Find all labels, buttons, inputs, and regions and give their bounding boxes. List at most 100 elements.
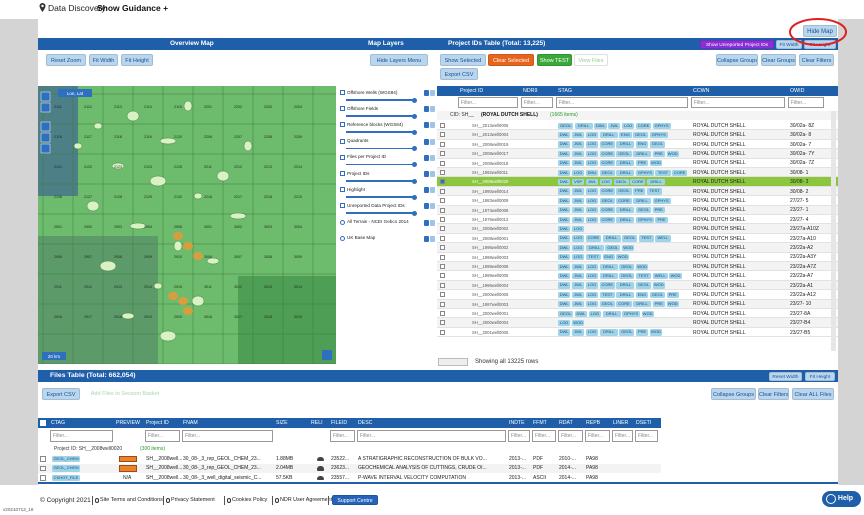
row-checkbox[interactable] (440, 179, 445, 185)
row-checkbox[interactable] (440, 320, 445, 326)
row-checkbox[interactable] (440, 292, 445, 298)
row-checkbox[interactable] (440, 123, 445, 128)
layer-icon[interactable] (424, 138, 429, 145)
slider-knob[interactable] (412, 129, 417, 135)
row-checkbox[interactable] (440, 235, 445, 241)
button[interactable]: Fit Height (121, 54, 153, 66)
layer-icon[interactable] (430, 203, 435, 210)
layer-icon[interactable] (430, 154, 435, 161)
button[interactable]: Clear Filters (758, 388, 789, 400)
button[interactable]: Clear ALL Files (792, 388, 834, 400)
button[interactable]: Show TEST (537, 54, 572, 66)
row-checkbox[interactable] (40, 465, 46, 471)
filter-input[interactable]: Filter... (508, 430, 530, 442)
button[interactable]: Reset Zoom (46, 54, 86, 66)
filter-input[interactable]: Filter... (556, 97, 688, 108)
layer-icon[interactable] (424, 171, 429, 177)
button[interactable]: Clear Selected (488, 54, 534, 66)
row-checkbox[interactable] (440, 282, 445, 288)
button[interactable]: View Files (574, 54, 608, 66)
button[interactable]: Support Centre (332, 495, 378, 505)
filter-input[interactable]: Filter... (788, 97, 824, 108)
layer-icon[interactable] (430, 138, 435, 145)
row-checkbox[interactable] (40, 475, 46, 481)
row-checkbox[interactable] (40, 456, 46, 462)
filter-input[interactable]: Filter... (50, 430, 113, 442)
filter-input[interactable]: Filter... (612, 430, 633, 442)
button[interactable]: Fit Width (776, 39, 802, 49)
layer-checkbox[interactable] (340, 187, 345, 193)
filter-input[interactable]: Filter... (145, 430, 180, 442)
button[interactable]: Fit Height (805, 371, 835, 381)
button[interactable]: Collapse Groups (711, 388, 756, 400)
button[interactable]: Reset Width (769, 371, 802, 381)
layer-checkbox[interactable] (340, 171, 345, 176)
filter-input[interactable]: Filter... (585, 430, 610, 442)
filter-input[interactable]: Filter... (691, 97, 785, 108)
button[interactable]: Hide Layers Menu (370, 54, 428, 66)
layer-icon[interactable] (430, 235, 435, 242)
layer-icon[interactable] (430, 122, 435, 129)
filter-input[interactable]: Filter... (558, 430, 583, 442)
layer-checkbox[interactable] (340, 138, 345, 144)
layer-checkbox[interactable] (340, 203, 345, 209)
slider-knob[interactable] (412, 146, 417, 152)
layer-checkbox[interactable] (340, 122, 345, 128)
download-icon[interactable] (317, 456, 324, 461)
slider-knob[interactable] (412, 178, 417, 184)
row-checkbox[interactable] (440, 141, 445, 147)
layer-icon[interactable] (424, 154, 429, 161)
filter-input[interactable]: Filter... (330, 430, 355, 442)
filter-input[interactable]: Filter... (532, 430, 556, 442)
button[interactable]: Export CSV (42, 388, 80, 400)
row-checkbox[interactable] (440, 245, 445, 251)
layer-radio[interactable] (340, 235, 345, 241)
row-checkbox[interactable] (440, 254, 445, 260)
row-checkbox[interactable] (440, 132, 445, 138)
slider-knob[interactable] (412, 97, 417, 103)
row-checkbox[interactable] (440, 217, 445, 222)
slider-knob[interactable] (412, 162, 417, 168)
layer-icon[interactable] (424, 90, 429, 96)
layer-icon[interactable] (430, 106, 435, 113)
filter-input[interactable]: Filter... (182, 430, 273, 442)
button[interactable]: Show Unreported Project IDs (700, 39, 774, 49)
layer-icon[interactable] (424, 203, 429, 210)
row-checkbox[interactable] (440, 311, 445, 316)
row-checkbox[interactable] (440, 170, 445, 175)
preview-icon[interactable] (119, 455, 137, 462)
row-checkbox[interactable] (440, 264, 445, 269)
layer-icon[interactable] (430, 219, 435, 226)
layer-icon[interactable] (430, 187, 435, 194)
slider-knob[interactable] (412, 113, 417, 119)
filter-input[interactable]: Filter... (458, 97, 518, 108)
footer-link[interactable]: Privacy Statement (171, 497, 215, 503)
button[interactable]: Show Selected (440, 54, 486, 66)
layer-icon[interactable] (424, 122, 429, 129)
layer-icon[interactable] (424, 106, 429, 113)
row-checkbox[interactable] (440, 198, 445, 204)
layer-radio[interactable] (340, 219, 345, 225)
filter-input[interactable]: Filter... (521, 97, 553, 108)
row-checkbox[interactable] (440, 301, 445, 307)
button[interactable]: Clear Groups (761, 54, 796, 66)
row-checkbox[interactable] (440, 329, 445, 335)
pager[interactable] (438, 358, 468, 366)
layer-icon[interactable] (424, 235, 429, 242)
layer-icon[interactable] (424, 219, 429, 226)
layer-icon[interactable] (424, 187, 429, 194)
layer-icon[interactable] (430, 171, 435, 177)
preview-icon[interactable] (119, 465, 137, 472)
footer-link[interactable]: NDR User Agreement (280, 497, 333, 503)
header-checkbox[interactable] (40, 420, 46, 426)
slider-knob[interactable] (412, 194, 417, 200)
layer-checkbox[interactable] (340, 106, 345, 112)
filter-input[interactable]: Filter... (357, 430, 506, 442)
button[interactable]: Clear Filters (799, 54, 834, 66)
row-checkbox[interactable] (440, 151, 445, 157)
button[interactable]: Fit Width (89, 54, 118, 66)
button[interactable]: Collapse Groups (716, 54, 758, 66)
layer-checkbox[interactable] (340, 154, 345, 160)
layer-icon[interactable] (430, 90, 435, 96)
row-checkbox[interactable] (440, 188, 445, 194)
